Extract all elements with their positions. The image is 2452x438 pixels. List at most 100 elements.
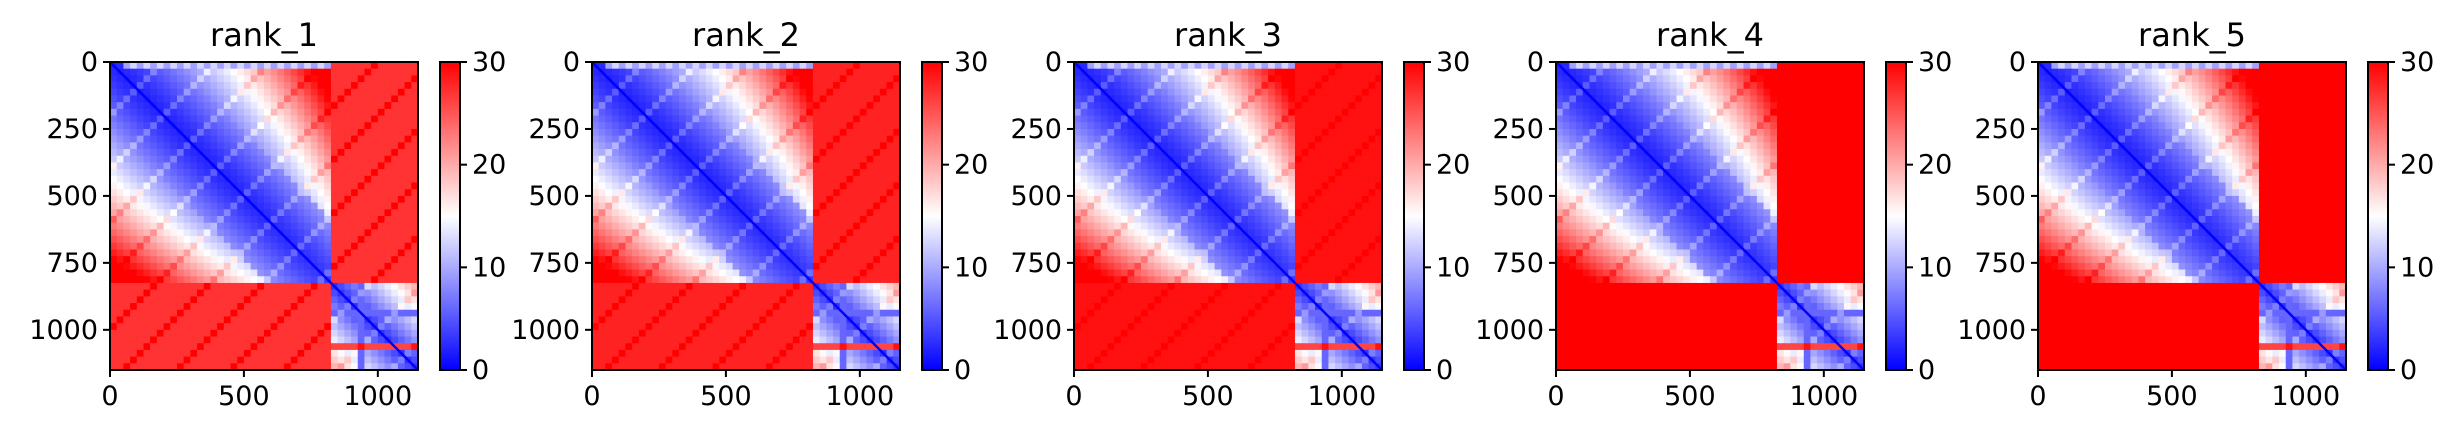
heatmap-cell (264, 169, 272, 177)
heatmap-cell (297, 95, 305, 103)
heatmap-cell (692, 95, 700, 103)
heatmap-cell (411, 209, 419, 217)
heatmap-cell (357, 276, 366, 284)
heatmap-cell (685, 149, 694, 157)
heatmap-cell (859, 155, 868, 164)
heatmap-cell (163, 269, 171, 277)
heatmap-cell (812, 309, 821, 318)
heatmap-cell (592, 88, 600, 97)
heatmap-cell (692, 289, 700, 297)
heatmap-cell (806, 108, 814, 117)
heatmap-cell (719, 222, 727, 230)
heatmap-cell (699, 162, 707, 170)
heatmap-cell (1294, 82, 1303, 90)
heatmap-cell (384, 202, 392, 210)
heatmap-cell (1368, 82, 1376, 90)
heatmap-cell (243, 289, 252, 297)
heatmap-cell (819, 256, 827, 264)
heatmap-cell (685, 68, 694, 76)
heatmap-cell (719, 296, 727, 304)
heatmap-cell (330, 209, 339, 217)
heatmap-cell (243, 82, 252, 90)
heatmap-cell (1368, 149, 1376, 157)
heatmap-cell (324, 68, 332, 76)
heatmap-cell (705, 242, 714, 251)
heatmap-cell (136, 343, 145, 351)
heatmap-cell (705, 128, 714, 137)
heatmap-cell (290, 82, 299, 90)
heatmap-cell (658, 242, 667, 251)
heatmap-cell (1080, 88, 1088, 97)
heatmap-cell (752, 75, 760, 83)
heatmap-cell (799, 242, 807, 251)
heatmap-cell (886, 262, 894, 271)
heatmap-cell (759, 128, 767, 137)
heatmap-cell (1294, 122, 1303, 130)
heatmap-cell (772, 343, 781, 351)
heatmap-cell (1114, 108, 1122, 117)
heatmap-cell (612, 323, 620, 331)
heatmap-cell (110, 115, 118, 123)
heatmap-cell (732, 323, 740, 331)
heatmap-cell (190, 75, 198, 83)
heatmap-cell (304, 108, 312, 117)
heatmap-cell (351, 282, 359, 291)
heatmap-cell (1074, 102, 1082, 110)
heatmap-cell (357, 336, 366, 344)
heatmap-cell (719, 88, 727, 97)
heatmap-cell (130, 195, 138, 204)
heatmap-cell (156, 229, 165, 237)
heatmap-cell (136, 182, 145, 190)
heatmap-cell (243, 363, 252, 371)
colorbar-tick-label: 10 (954, 252, 988, 283)
heatmap-cell (759, 296, 767, 304)
heatmap-cell (163, 75, 171, 83)
heatmap-cell (846, 88, 854, 97)
heatmap-cell (658, 363, 667, 371)
heatmap-cell (217, 102, 225, 110)
heatmap-cell (377, 236, 386, 244)
heatmap-cell (130, 282, 138, 291)
heatmap-cell (317, 349, 325, 358)
heatmap-cell (812, 262, 821, 271)
heatmap-cell (230, 363, 238, 371)
heatmap-cell (605, 289, 613, 297)
heatmap-cell (290, 222, 299, 230)
heatmap-cell (779, 189, 787, 197)
heatmap-cell (223, 62, 232, 70)
heatmap-cell (1107, 149, 1115, 157)
heatmap-cell (725, 182, 734, 190)
heatmap-cell (679, 202, 687, 210)
heatmap-cell (183, 242, 191, 251)
heatmap-cell (779, 316, 787, 324)
heatmap-cell (1321, 95, 1330, 103)
heatmap-cell (290, 102, 299, 110)
heatmap-cell (605, 88, 613, 97)
heatmap-cell (625, 296, 633, 304)
heatmap-cell (116, 142, 124, 150)
heatmap-cell (116, 182, 124, 190)
heatmap-cell (598, 249, 606, 257)
heatmap-cell (638, 122, 647, 130)
heatmap-cell (324, 269, 332, 277)
heatmap-cell (866, 182, 874, 190)
heatmap-cell (130, 276, 138, 284)
heatmap-cell (752, 149, 760, 157)
heatmap-cell (786, 209, 794, 217)
heatmap-cell (217, 108, 225, 117)
heatmap-cell (310, 128, 319, 137)
heatmap-cell (658, 68, 667, 76)
heatmap-cell (136, 122, 145, 130)
heatmap-cell (1080, 155, 1088, 164)
heatmap-cell (833, 349, 841, 358)
heatmap-cell (384, 303, 392, 311)
heatmap-cell (217, 189, 225, 197)
heatmap-cell (250, 209, 258, 217)
heatmap-cell (264, 262, 272, 271)
heatmap-cell (732, 88, 740, 97)
heatmap-cell (210, 296, 218, 304)
heatmap-cell (786, 323, 794, 331)
heatmap-cell (183, 202, 191, 210)
heatmap-cell (397, 62, 406, 70)
heatmap-cell (893, 202, 901, 210)
